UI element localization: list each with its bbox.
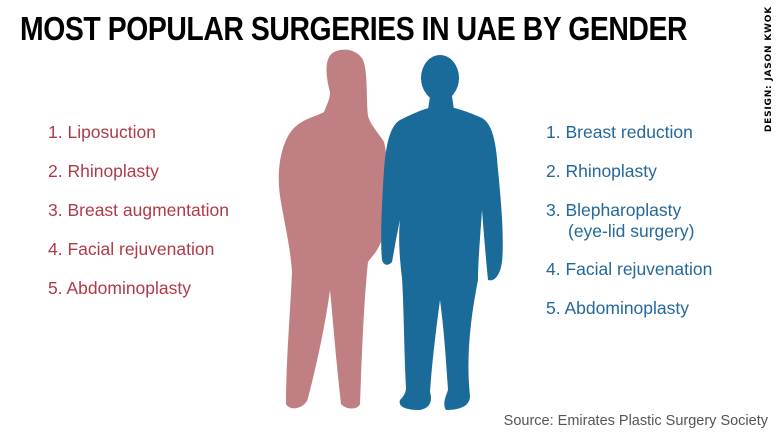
women-list-item: 4. Facial rejuvenation xyxy=(48,239,215,259)
man-silhouette xyxy=(381,55,503,410)
women-list-item: 5. Abdominoplasty xyxy=(48,278,192,298)
men-list-item: 3. Blepharoplasty xyxy=(546,200,682,220)
men-list-item-note: (eye-lid surgery) xyxy=(568,221,695,241)
women-list-item: 2. Rhinoplasty xyxy=(48,161,159,181)
women-list-item: 1. Liposuction xyxy=(48,122,156,142)
women-list-item: 3. Breast augmentation xyxy=(48,200,229,220)
men-list-item: 1. Breast reduction xyxy=(546,122,693,142)
men-list-item: 2. Rhinoplasty xyxy=(546,161,657,181)
men-list-item: 4. Facial rejuvenation xyxy=(546,259,713,279)
source-note: Source: Emirates Plastic Surgery Society xyxy=(503,413,768,429)
men-list-item: 5. Abdominoplasty xyxy=(546,298,690,318)
woman-silhouette xyxy=(278,49,388,409)
page-title: MOST POPULAR SURGERIES IN UAE BY GENDER xyxy=(20,10,688,47)
